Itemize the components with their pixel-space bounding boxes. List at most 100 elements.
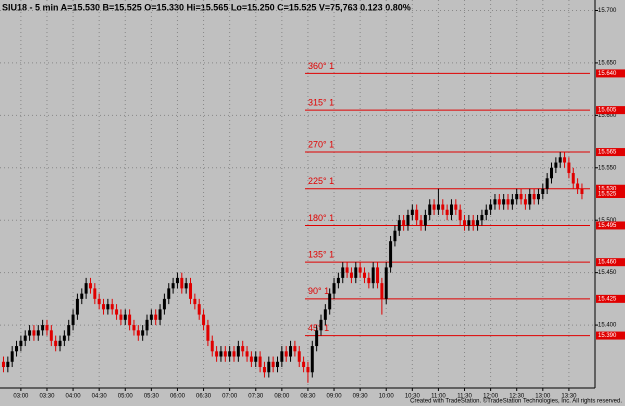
x-tick-label: 05:00	[118, 394, 134, 400]
candle-body	[384, 267, 388, 299]
candle-body	[376, 267, 380, 284]
x-tick-label: 08:30	[300, 394, 316, 400]
chart-title: SIU18 - 5 min A=15.530 B=15.525 O=15.330…	[2, 2, 411, 12]
candle-body	[328, 293, 332, 310]
candle-body	[415, 209, 419, 221]
candle-body	[215, 351, 219, 357]
candle-body	[71, 314, 75, 326]
candle-body	[249, 356, 253, 362]
candle-body	[484, 209, 488, 215]
x-tick-label: 07:00	[222, 394, 238, 400]
candle-body	[371, 267, 375, 284]
candle-body	[280, 351, 284, 362]
candle-body	[54, 340, 58, 347]
candle-body	[293, 346, 297, 352]
candle-body	[284, 351, 288, 357]
candle-body	[354, 267, 358, 278]
x-tick-label: 09:00	[327, 394, 343, 400]
candle-body	[110, 304, 114, 310]
y-tick-label: 15.400	[598, 323, 617, 329]
candle-body	[467, 220, 471, 226]
candle-body	[297, 351, 301, 362]
x-tick-label: 05:30	[144, 394, 160, 400]
candle-body	[419, 220, 423, 226]
candle-body	[345, 267, 349, 273]
plot-area	[0, 0, 595, 388]
candle-body	[362, 272, 366, 278]
candle-body	[380, 283, 384, 299]
level-label: 90° 1	[308, 286, 329, 296]
x-tick-label: 03:30	[39, 394, 55, 400]
x-tick-label: 10:30	[405, 394, 421, 400]
candle-body	[267, 361, 271, 373]
candle-body	[154, 314, 158, 320]
candle-body	[10, 351, 14, 362]
candle-body	[436, 204, 440, 210]
candle-body	[115, 309, 119, 315]
candle-body	[510, 199, 514, 205]
candle-body	[571, 173, 575, 184]
candle-body	[258, 356, 262, 368]
candle-body	[289, 346, 293, 357]
candle-body	[232, 351, 236, 357]
candle-body	[319, 319, 323, 331]
candle-body	[193, 298, 197, 305]
candle-body	[158, 309, 162, 320]
candle-body	[171, 283, 175, 289]
candle-body	[410, 209, 414, 215]
x-tick-label: 07:30	[248, 394, 264, 400]
candle-body	[262, 367, 266, 373]
candle-body	[563, 157, 567, 163]
y-tick-label: 15.600	[598, 113, 617, 119]
x-tick-label: 10:00	[379, 394, 395, 400]
candle-body	[219, 351, 223, 357]
candle-body	[402, 220, 406, 226]
candle-body	[123, 314, 127, 320]
candle-body	[341, 267, 345, 278]
candle-body	[136, 330, 140, 336]
candle-body	[389, 241, 393, 268]
candle-body	[145, 319, 149, 331]
level-price-box	[596, 184, 625, 193]
candle-body	[558, 157, 562, 163]
candle-body	[471, 220, 475, 226]
candle-body	[184, 283, 188, 289]
level-price-box	[596, 258, 625, 267]
candle-body	[175, 277, 179, 284]
candle-body	[428, 204, 432, 215]
x-tick-label: 12:00	[483, 394, 499, 400]
candle-body	[441, 204, 445, 210]
level-price-label: 15.640	[598, 71, 617, 77]
x-tick-label: 12:30	[509, 394, 525, 400]
candle-body	[576, 183, 580, 189]
candle-body	[550, 167, 554, 179]
candle-body	[1, 361, 5, 368]
x-tick-label: 06:00	[170, 394, 186, 400]
candle-body	[310, 346, 314, 373]
level-label: 180° 1	[308, 213, 334, 223]
candle-body	[489, 204, 493, 210]
level-price-label: 15.460	[598, 260, 617, 266]
candle-body	[228, 351, 232, 357]
x-tick-label: 08:00	[274, 394, 290, 400]
candle-body	[323, 309, 327, 320]
y-tick-label: 15.650	[598, 60, 617, 66]
level-price-box	[596, 106, 625, 115]
level-price-label: 15.390	[598, 333, 617, 339]
candle-body	[19, 340, 23, 347]
x-tick-label: 11:00	[431, 394, 446, 400]
candle-body	[119, 314, 123, 320]
level-price-box	[596, 69, 625, 78]
level-label: 270° 1	[308, 139, 334, 149]
candle-body	[36, 330, 40, 336]
candle-body	[423, 214, 427, 226]
candle-body	[75, 298, 79, 315]
y-tick-label: 15.700	[598, 8, 617, 14]
candle-body	[528, 194, 532, 205]
candle-body	[458, 209, 462, 221]
candle-body	[97, 298, 101, 305]
candle-body	[545, 178, 549, 189]
footer: Created with TradeStation. ©TradeStation…	[410, 398, 622, 405]
candle-body	[149, 314, 153, 320]
